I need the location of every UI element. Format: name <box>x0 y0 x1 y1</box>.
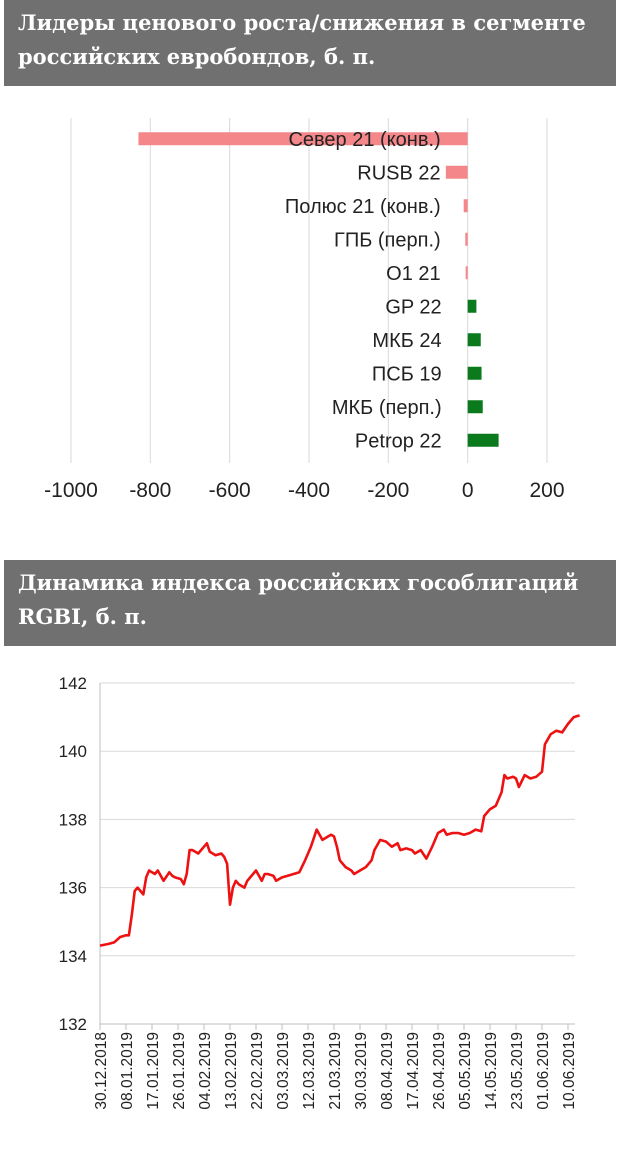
x-tick-label: 30.03.2019 <box>353 1032 370 1110</box>
x-tick-label: 14.05.2019 <box>483 1032 500 1110</box>
bar <box>445 165 468 179</box>
x-tick-label: 10.06.2019 <box>561 1032 578 1110</box>
x-tick-label: -200 <box>367 479 409 502</box>
x-tick-label: -1000 <box>44 479 98 502</box>
bar-chart: -1000 -800 -600 -400 -200 0 200 Север 21 (конв.… <box>44 118 565 502</box>
x-tick-label: -800 <box>129 479 171 502</box>
x-tick-label: 17.04.2019 <box>405 1032 422 1110</box>
category-label: Север 21 (конв.) <box>288 129 440 151</box>
x-tick-label: 01.06.2019 <box>535 1032 552 1110</box>
bar <box>463 199 468 213</box>
y-tick-label: 136 <box>59 879 87 898</box>
bar <box>467 333 481 347</box>
x-tick-label: -400 <box>288 479 330 502</box>
bar <box>138 132 468 146</box>
x-tick-label: 08.01.2019 <box>119 1032 136 1110</box>
x-tick-label: 12.03.2019 <box>301 1032 318 1110</box>
category-label: ГПБ (перп.) <box>334 229 441 251</box>
bar <box>467 400 483 414</box>
category-label: ПСБ 19 <box>372 363 442 385</box>
rgbi-series-line <box>99 714 580 947</box>
bar <box>465 266 468 280</box>
y-tick-label: 142 <box>59 674 87 693</box>
line-chart: 132 134 136 138 140 142 30.12.2018 08.01.2019 17… <box>59 674 580 1110</box>
y-tick-label: 134 <box>59 947 87 966</box>
x-tick-label: 08.04.2019 <box>379 1032 396 1110</box>
category-label: Полюс 21 (конв.) <box>285 196 441 218</box>
x-tick-label: 26.04.2019 <box>431 1032 448 1110</box>
x-tick-label: 200 <box>529 479 564 502</box>
category-label: O1 21 <box>386 263 440 285</box>
line-chart-title: Динамика индекса российских гособлигаций… <box>4 560 616 646</box>
bar <box>467 366 482 380</box>
x-tick-label: 23.05.2019 <box>509 1032 526 1110</box>
category-label: Petrop 22 <box>355 430 442 452</box>
y-tick-label: 140 <box>59 742 87 761</box>
x-tick-label: 03.03.2019 <box>275 1032 292 1110</box>
category-label: RUSB 22 <box>357 162 440 184</box>
x-tick-label: 26.01.2019 <box>171 1032 188 1110</box>
bar <box>465 232 468 246</box>
bar-chart-title: Лидеры ценового роста/снижения в сегмент… <box>4 0 616 86</box>
bar <box>467 433 499 447</box>
x-tick-label: 13.02.2019 <box>223 1032 240 1110</box>
x-tick-label: -600 <box>209 479 251 502</box>
x-tick-label: 17.01.2019 <box>145 1032 162 1110</box>
x-tick-label: 05.05.2019 <box>457 1032 474 1110</box>
x-tick-label: 04.02.2019 <box>197 1032 214 1110</box>
y-tick-label: 132 <box>59 1015 87 1034</box>
x-tick-label: 0 <box>462 479 474 502</box>
x-tick-label: 30.12.2018 <box>93 1032 110 1110</box>
category-label: МКБ 24 <box>372 330 441 352</box>
x-tick-label: 22.02.2019 <box>249 1032 266 1110</box>
x-tick-label: 21.03.2019 <box>327 1032 344 1110</box>
bar <box>467 299 477 313</box>
category-label: GP 22 <box>385 296 441 318</box>
category-label: МКБ (перп.) <box>332 397 442 419</box>
y-tick-label: 138 <box>59 810 87 829</box>
